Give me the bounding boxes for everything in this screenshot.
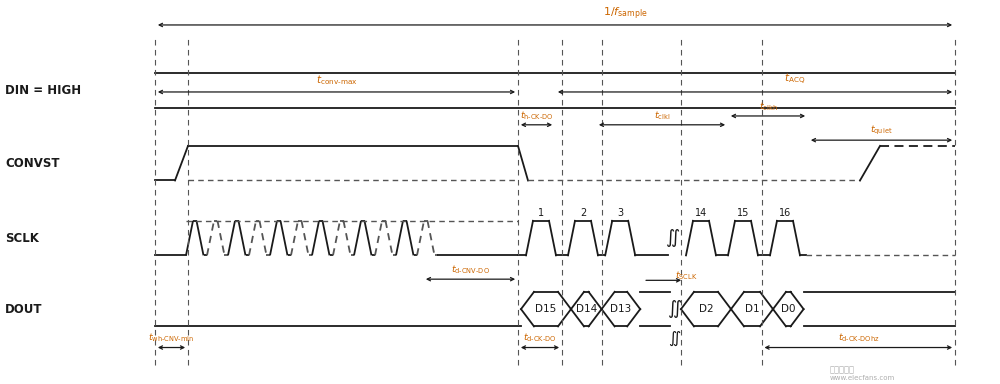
Text: $t_{\rm clkh}$: $t_{\rm clkh}$ — [759, 100, 777, 113]
Text: $1/f_{\rm sample}$: $1/f_{\rm sample}$ — [603, 5, 647, 22]
Text: $\int\!\!\int$: $\int\!\!\int$ — [668, 329, 682, 348]
Text: D15: D15 — [535, 304, 557, 314]
Text: 16: 16 — [779, 208, 791, 218]
Text: SCLK: SCLK — [5, 232, 39, 245]
Text: D2: D2 — [699, 304, 713, 314]
Text: $t_{\rm conv\text{-}max}$: $t_{\rm conv\text{-}max}$ — [316, 74, 357, 88]
Text: 2: 2 — [580, 208, 586, 218]
Text: CONVST: CONVST — [5, 157, 60, 170]
Text: $t_{\rm d\text{-}CK\text{-}DOhz}$: $t_{\rm d\text{-}CK\text{-}DOhz}$ — [838, 332, 879, 344]
Text: $t_{\rm d\text{-}CK\text{-}DO}$: $t_{\rm d\text{-}CK\text{-}DO}$ — [523, 332, 557, 344]
Text: $\int\!\!\int$: $\int\!\!\int$ — [667, 298, 683, 320]
Text: $t_{\rm SCLK}$: $t_{\rm SCLK}$ — [675, 270, 698, 282]
Text: 1: 1 — [538, 208, 544, 218]
Text: www.elecfans.com: www.elecfans.com — [830, 375, 895, 381]
Text: D13: D13 — [610, 304, 632, 314]
Text: D0: D0 — [781, 304, 796, 314]
Text: $t_{\rm clkl}$: $t_{\rm clkl}$ — [654, 109, 670, 122]
Text: $t_{\rm wh\text{-}CNV\text{-}min}$: $t_{\rm wh\text{-}CNV\text{-}min}$ — [148, 332, 195, 344]
Text: DIN = HIGH: DIN = HIGH — [5, 84, 81, 97]
Text: 15: 15 — [737, 208, 749, 218]
Text: 3: 3 — [617, 208, 623, 218]
Text: $\int\!\!\int$: $\int\!\!\int$ — [665, 227, 681, 249]
Text: $t_{\rm d\text{-}CNV\text{-}DO}$: $t_{\rm d\text{-}CNV\text{-}DO}$ — [451, 263, 490, 276]
Text: $t_{\rm quiet}$: $t_{\rm quiet}$ — [870, 124, 893, 137]
Text: D1: D1 — [745, 304, 759, 314]
Text: D14: D14 — [576, 304, 597, 314]
Text: $t_{\rm ACQ}$: $t_{\rm ACQ}$ — [784, 72, 806, 88]
Text: 14: 14 — [695, 208, 707, 218]
Text: DOUT: DOUT — [5, 303, 42, 316]
Text: $t_{\rm h\text{-}CK\text{-}DO}$: $t_{\rm h\text{-}CK\text{-}DO}$ — [520, 109, 553, 122]
Text: 电子发烧友: 电子发烧友 — [830, 366, 855, 374]
